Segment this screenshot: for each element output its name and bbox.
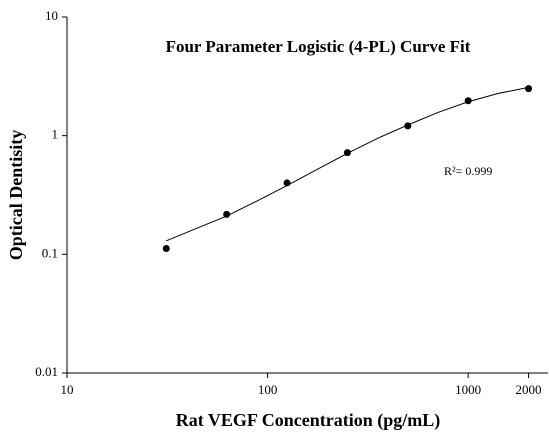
x-axis-label: Rat VEGF Concentration (pg/mL) xyxy=(176,410,441,431)
y-tick-label: 10 xyxy=(45,8,58,23)
y-axis-label: Optical Dentisity xyxy=(6,130,26,261)
data-point xyxy=(404,122,412,130)
annotation: R²= 0.999 xyxy=(444,164,492,178)
data-point xyxy=(162,244,170,252)
x-tick-label: 100 xyxy=(258,382,278,397)
x-tick-label: 1000 xyxy=(455,382,481,397)
data-point xyxy=(343,149,351,157)
y-tick-label: 0.1 xyxy=(42,245,58,260)
data-point xyxy=(223,210,231,218)
x-tick-label: 2000 xyxy=(516,382,542,397)
data-point xyxy=(525,85,533,93)
data-point xyxy=(283,179,291,187)
y-tick-label: 0.01 xyxy=(35,364,58,379)
data-point xyxy=(464,97,472,105)
chart-title: Four Parameter Logistic (4-PL) Curve Fit xyxy=(166,37,471,56)
x-tick-label: 10 xyxy=(61,382,74,397)
y-tick-label: 1 xyxy=(52,127,59,142)
